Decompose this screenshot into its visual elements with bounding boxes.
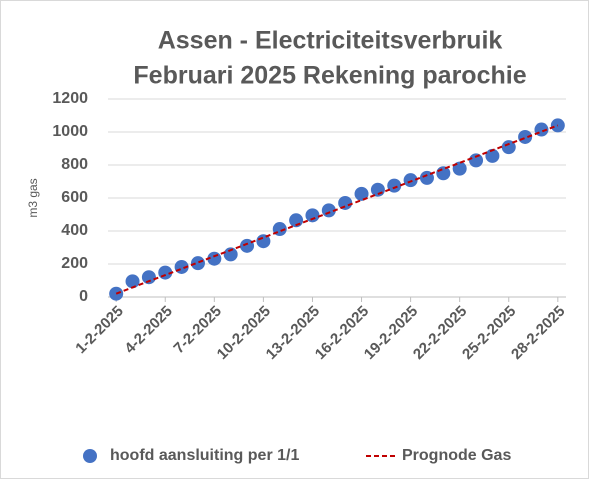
data-point: [321, 203, 336, 218]
data-point: [256, 234, 271, 249]
trend-line: [115, 124, 559, 295]
data-point: [550, 118, 565, 133]
data-point: [370, 182, 385, 197]
legend-marker: [83, 449, 97, 463]
data-point: [387, 178, 402, 193]
chart-title: Februari 2025 Rekening parochie: [133, 62, 526, 90]
data-point: [403, 173, 418, 188]
y-tick-label: 1200: [52, 90, 88, 107]
y-tick-label: 200: [61, 255, 88, 272]
chart-title: Assen - Electriciteitsverbruik: [158, 27, 503, 55]
data-point: [223, 247, 238, 262]
y-tick-label: 0: [79, 288, 88, 305]
data-point: [354, 186, 369, 201]
data-point: [485, 148, 500, 163]
data-point: [305, 208, 320, 223]
data-point: [436, 166, 451, 181]
legend-label: hoofd aansluiting per 1/1: [110, 447, 299, 464]
y-tick-label: 600: [61, 189, 88, 206]
data-point: [190, 256, 205, 271]
data-point: [141, 270, 156, 285]
y-tick-label: 400: [61, 222, 88, 239]
data-point: [469, 153, 484, 168]
legend-label: Prognode Gas: [402, 447, 511, 464]
data-point: [240, 238, 255, 253]
y-axis-label: m3 gas: [26, 178, 40, 217]
data-point: [125, 274, 140, 289]
data-point: [501, 140, 516, 155]
y-tick-label: 1000: [52, 123, 88, 140]
data-point: [518, 129, 533, 144]
y-tick-label: 800: [61, 156, 88, 173]
data-point: [338, 195, 353, 210]
